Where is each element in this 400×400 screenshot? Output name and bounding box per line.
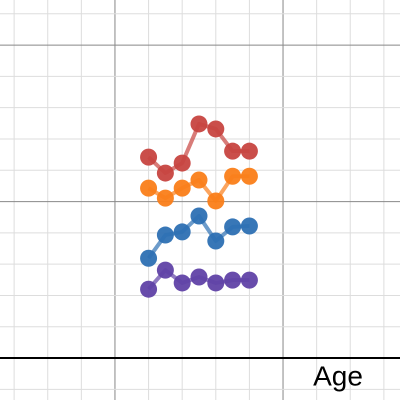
data-point bbox=[156, 189, 174, 207]
data-point bbox=[207, 120, 225, 138]
data-point bbox=[140, 280, 158, 298]
data-point bbox=[173, 154, 191, 172]
data-point bbox=[224, 142, 242, 160]
data-point bbox=[240, 217, 258, 235]
data-point bbox=[224, 167, 242, 185]
data-point bbox=[173, 179, 191, 197]
data-point bbox=[240, 167, 258, 185]
data-point bbox=[140, 179, 158, 197]
data-point bbox=[207, 232, 225, 250]
data-point bbox=[190, 207, 208, 225]
data-point bbox=[156, 164, 174, 182]
data-point bbox=[224, 218, 242, 236]
data-point bbox=[207, 274, 225, 292]
data-point bbox=[207, 192, 225, 210]
data-point bbox=[156, 261, 174, 279]
data-point bbox=[140, 148, 158, 166]
plot bbox=[140, 115, 258, 298]
data-point bbox=[140, 249, 158, 267]
data-point bbox=[224, 271, 242, 289]
data-point bbox=[240, 142, 258, 160]
data-point bbox=[190, 268, 208, 286]
data-point bbox=[173, 223, 191, 241]
data-point bbox=[190, 171, 208, 189]
data-point bbox=[190, 115, 208, 133]
data-point bbox=[173, 274, 191, 292]
data-point bbox=[156, 226, 174, 244]
x-axis-label: Age bbox=[313, 360, 363, 391]
data-point bbox=[240, 271, 258, 289]
